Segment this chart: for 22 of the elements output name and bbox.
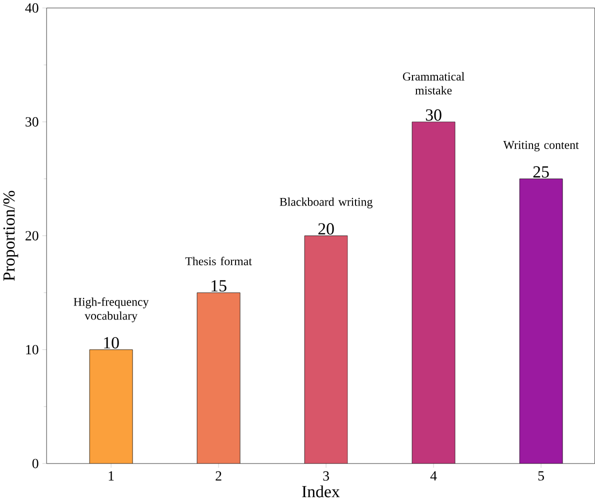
x-axis-title: Index (302, 486, 340, 498)
data-label: 25 (533, 166, 549, 178)
annotation: Thesis format (185, 256, 252, 266)
x-tick-label: 1 (108, 471, 114, 481)
y-axis-title: Proportion/% (3, 191, 18, 281)
annotation: Writing content (503, 141, 579, 152)
annotation: Blackboard writing (280, 198, 372, 209)
x-tick-label: 5 (538, 471, 544, 481)
data-label: 20 (318, 223, 334, 235)
x-tick-label: 2 (216, 471, 222, 481)
data-label: 15 (212, 280, 226, 292)
y-tick-label: 0 (32, 459, 38, 468)
x-tick-label: 4 (430, 471, 437, 481)
x-tick-label: 3 (323, 471, 330, 481)
y-tick-label: 20 (26, 231, 38, 241)
y-tick-label: 40 (25, 3, 38, 13)
annotation: Grammatical mistake (402, 72, 464, 95)
y-tick-label: 10 (26, 345, 38, 355)
data-label: 30 (426, 109, 442, 121)
data-label: 10 (104, 337, 119, 349)
y-tick-label: 30 (26, 117, 38, 127)
annotation: High-frequency vocabulary (74, 298, 149, 322)
